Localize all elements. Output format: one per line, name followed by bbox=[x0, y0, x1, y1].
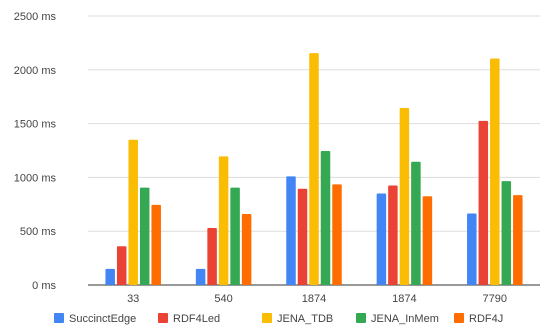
bar-jena-inmem-4 bbox=[501, 181, 512, 285]
y-axis-ticks: 0 ms 500 ms 1000 ms 1500 ms 2000 ms 2500 ms bbox=[14, 11, 57, 292]
bar-rdf4j-1 bbox=[241, 213, 252, 285]
x-tick-label: 540 bbox=[214, 293, 232, 305]
y-tick-label: 500 ms bbox=[20, 226, 57, 238]
y-tick-label: 0 ms bbox=[32, 280, 56, 292]
bar-jena-tdb-4 bbox=[490, 58, 500, 285]
bar-jena-inmem-1 bbox=[230, 187, 240, 285]
bar-rdf4led-1 bbox=[207, 227, 217, 285]
bar-rdf4led-2 bbox=[297, 188, 308, 285]
bar-rdf4led-4 bbox=[478, 120, 489, 285]
legend-swatch bbox=[158, 313, 168, 323]
bar-succinctedge-4 bbox=[467, 213, 477, 285]
bar-rdf4j-4 bbox=[513, 195, 523, 285]
y-tick-label: 2000 ms bbox=[14, 65, 57, 77]
x-axis-ticks: 33 540 1874 1874 7790 bbox=[127, 293, 507, 305]
bar-jena-inmem-2 bbox=[320, 151, 331, 285]
legend-swatch bbox=[262, 313, 272, 323]
legend-label: JENA_InMem bbox=[371, 313, 439, 325]
legend-label: RDF4Led bbox=[173, 313, 220, 325]
bars bbox=[105, 53, 523, 285]
x-tick-label: 7790 bbox=[483, 293, 507, 305]
bar-rdf4led-0 bbox=[116, 246, 127, 285]
legend-swatch bbox=[356, 313, 366, 323]
bar-succinctedge-0 bbox=[105, 268, 115, 285]
bar-rdf4j-3 bbox=[422, 196, 433, 285]
bar-rdf4j-0 bbox=[151, 204, 161, 285]
x-tick-label: 33 bbox=[127, 293, 139, 305]
legend: SuccinctEdge RDF4Led JENA_TDB JENA_InMem RDF… bbox=[54, 313, 503, 325]
bar-jena-tdb-1 bbox=[218, 156, 229, 285]
x-tick-label: 1874 bbox=[392, 293, 416, 305]
legend-swatch bbox=[54, 313, 64, 323]
bar-succinctedge-3 bbox=[376, 193, 387, 285]
y-tick-label: 1000 ms bbox=[14, 172, 57, 184]
bar-succinctedge-2 bbox=[286, 176, 296, 285]
legend-swatch bbox=[454, 313, 464, 323]
x-tick-label: 1874 bbox=[302, 293, 326, 305]
y-tick-label: 2500 ms bbox=[14, 11, 57, 23]
legend-label: SuccinctEdge bbox=[69, 313, 136, 325]
bar-jena-inmem-0 bbox=[139, 187, 150, 285]
bar-succinctedge-1 bbox=[195, 268, 206, 285]
legend-label: RDF4J bbox=[469, 313, 503, 325]
bar-rdf4j-2 bbox=[332, 184, 342, 285]
y-tick-label: 1500 ms bbox=[14, 119, 57, 131]
bar-jena-tdb-0 bbox=[128, 139, 138, 285]
bar-rdf4led-3 bbox=[388, 185, 398, 285]
bar-jena-inmem-3 bbox=[411, 161, 421, 285]
legend-label: JENA_TDB bbox=[277, 313, 333, 325]
bar-jena-tdb-2 bbox=[309, 53, 319, 285]
bar-jena-tdb-3 bbox=[399, 107, 410, 285]
